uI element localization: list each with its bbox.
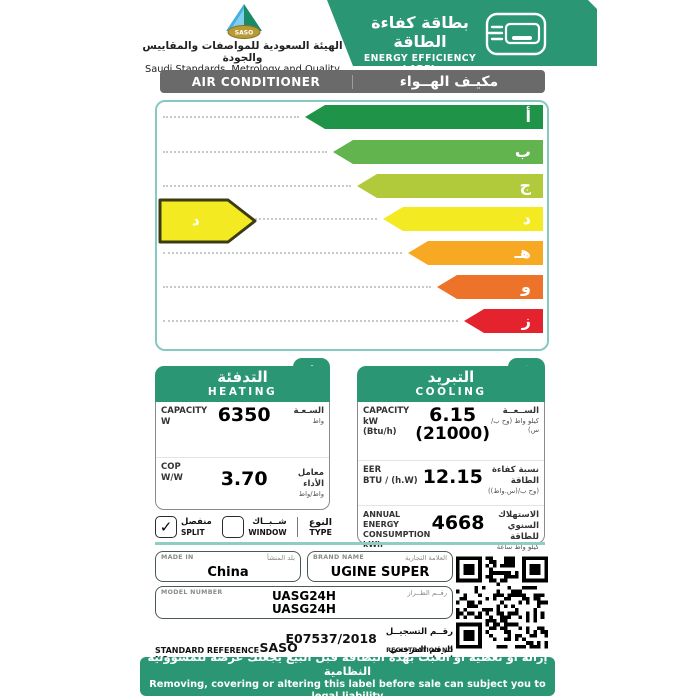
brand-label-ar: العلامة التجارية	[404, 554, 447, 562]
type-label: النوع TYPE	[308, 516, 332, 537]
type-option-split: ✓ منفصل SPLIT	[155, 516, 212, 538]
product-type-bar: AIR CONDITIONER مكيـف الهــواء	[160, 70, 545, 93]
unit-type-row: ✓ منفصل SPLIT شــبــاك WINDOW النوع TYPE	[155, 512, 332, 542]
cooling-title-arabic: التبريد	[427, 368, 475, 386]
cooling-eer-row: EER BTU / (h.W) 12.15 نسبة كفاءة الطاقة …	[358, 460, 544, 505]
product-name-english: AIR CONDITIONER	[191, 74, 321, 89]
split-checkbox: ✓	[155, 516, 177, 538]
spec-value: 6350	[217, 404, 271, 426]
grade-bar: د	[383, 207, 543, 231]
grade-bar: ج	[357, 174, 543, 198]
brand-name-box: BRAND NAME العلامة التجارية UGINE SUPER	[307, 551, 453, 582]
split-label: منفصل SPLIT	[181, 517, 212, 537]
heating-header: التدفئة HEATING	[155, 366, 330, 402]
heating-capacity-row: CAPACITY W 6350 السـعـة واط	[156, 402, 329, 457]
grade-gridline	[163, 286, 431, 288]
grade-gridline	[163, 252, 402, 254]
heating-body: CAPACITY W 6350 السـعـة واط COP W/W 3.70…	[155, 402, 330, 510]
model-value: UASG24H UASG24H	[272, 588, 336, 616]
spec-label-en: EER BTU / (h.W)	[363, 465, 418, 486]
grade-letter: أ	[525, 107, 531, 126]
model-label-ar: رقــم الطــراز	[407, 589, 447, 597]
grade-letter: ز	[521, 311, 531, 330]
cooling-body: CAPACITY kW (Btu/h) 6.15 (21000) الســعـ…	[357, 402, 545, 551]
brand-label-en: BRAND NAME	[313, 554, 364, 561]
legal-footer: إزالة أو تغطية أو العبث بهذه البطاقة قبل…	[140, 650, 555, 700]
spec-label-ar: معامل الأداء واط/واط	[297, 468, 324, 499]
made-in-box: MADE IN بلد المنشأ China	[155, 551, 301, 582]
grade-bar: أ	[305, 105, 543, 129]
saso-logo-icon: SASO	[226, 4, 262, 39]
heating-cop-row: COP W/W 3.70 معامل الأداء واط/واط	[156, 457, 329, 514]
spec-value: 6.15 (21000)	[415, 404, 490, 444]
grade-bar: و	[437, 275, 543, 299]
grade-letter: د	[522, 209, 531, 228]
model-number-box: MODEL NUMBER رقــم الطــراز UASG24H UASG…	[155, 586, 453, 619]
spec-label-ar: الاستهلاك السنوي للطاقة كيلو واط ساعة	[496, 510, 539, 552]
registration-value: E07537/2018	[285, 630, 377, 646]
made-in-label-en: MADE IN	[161, 554, 194, 561]
brand-value: UGINE SUPER	[330, 564, 430, 580]
qr-code	[456, 556, 548, 649]
heating-section: التدفئة HEATING CAPACITY W 6350 السـعـة …	[155, 358, 330, 513]
spec-value: 12.15	[422, 466, 483, 488]
spec-label-ar: السـعـة واط	[293, 406, 324, 426]
made-in-value: China	[207, 564, 249, 580]
window-label: شــبــاك WINDOW	[248, 517, 287, 537]
spec-label-ar: الســعــة كيلو واط (وح ب/س)	[491, 406, 539, 434]
divider	[297, 517, 299, 537]
window-checkbox	[222, 516, 245, 538]
registration-label: رقــم التسجيــل REGISTRATION NO	[385, 627, 453, 655]
label-title-banner: بطاقة كفاءة الطاقة ENERGY EFFICIENCY LAB…	[327, 0, 597, 66]
cooling-annual-row: ANNUAL ENERGY CONSUMPTION kWh 4668 الاست…	[358, 505, 544, 556]
separator-rule	[155, 542, 545, 545]
grade-letter: ج	[519, 176, 531, 195]
type-option-window: شــبــاك WINDOW	[222, 516, 287, 538]
heating-title-english: HEATING	[207, 385, 278, 398]
grade-bar: ب	[333, 140, 543, 164]
selected-grade-letter: د	[192, 211, 200, 229]
grade-bar: هـ	[408, 241, 543, 265]
made-in-label-ar: بلد المنشأ	[267, 554, 295, 562]
grade-letter: هـ	[514, 243, 531, 262]
spec-label-en: COP W/W	[161, 462, 183, 483]
heating-title-arabic: التدفئة	[217, 368, 268, 386]
product-name-arabic: مكيـف الهــواء	[399, 73, 499, 90]
grade-letter: و	[521, 277, 531, 296]
org-name-arabic: الهيئة السعودية للمواصفات والمقاييس والج…	[142, 40, 343, 65]
registration-row: E07537/2018 رقــم التسجيــل REGISTRATION…	[155, 620, 453, 657]
air-conditioner-icon	[485, 12, 547, 56]
grade-gridline	[163, 185, 351, 187]
spec-value: 4668	[431, 512, 485, 534]
grade-bar: ز	[464, 309, 543, 333]
grade-gridline	[163, 151, 327, 153]
selected-grade-indicator	[158, 198, 257, 244]
checkmark-icon: ✓	[159, 518, 173, 536]
spec-value: 3.70	[220, 468, 268, 490]
spec-label-en: CAPACITY W	[161, 406, 208, 427]
cooling-capacity-row: CAPACITY kW (Btu/h) 6.15 (21000) الســعـ…	[358, 402, 544, 460]
cooling-title-english: COOLING	[415, 385, 487, 398]
legal-text-arabic: إزالة أو تغطية أو العبث بهذه البطاقة قبل…	[147, 649, 548, 679]
label-title-arabic: بطاقة كفاءة الطاقة	[371, 13, 469, 52]
svg-text:SASO: SASO	[235, 30, 253, 37]
cooling-section: التبريد COOLING CAPACITY kW (Btu/h) 6.15…	[357, 358, 545, 551]
spec-label-ar: نسبة كفاءة الطاقة (وح ب/(س.واط))	[487, 465, 539, 496]
grade-letter: ب	[514, 142, 531, 161]
cooling-header: التبريد COOLING	[357, 366, 545, 402]
grade-gridline	[163, 218, 377, 220]
divider	[352, 74, 353, 89]
model-label-en: MODEL NUMBER	[161, 589, 223, 596]
grade-gridline	[163, 320, 458, 322]
grade-gridline	[163, 116, 299, 118]
label-title: بطاقة كفاءة الطاقة ENERGY EFFICIENCY LAB…	[349, 13, 491, 75]
legal-text-english: Removing, covering or altering this labe…	[149, 678, 546, 700]
spec-label-en: CAPACITY kW (Btu/h)	[363, 406, 410, 438]
